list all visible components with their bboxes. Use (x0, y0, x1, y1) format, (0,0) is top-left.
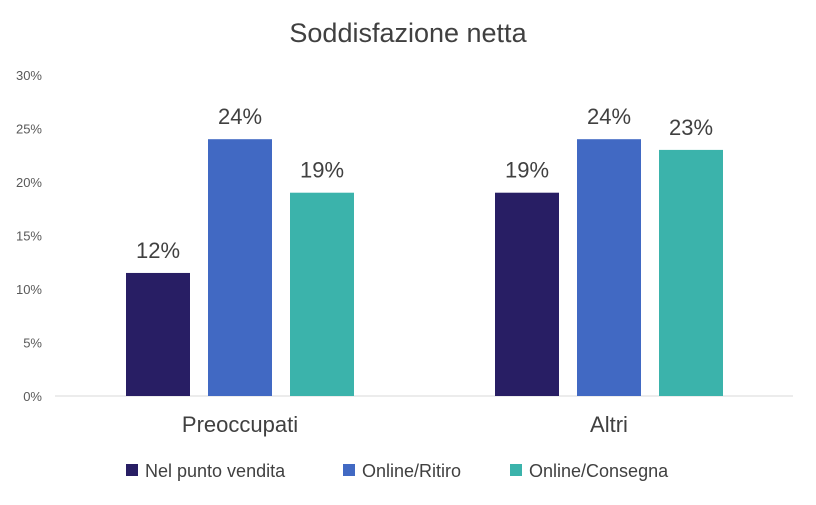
y-axis: 0% 5% 10% 15% 20% 25% 30% (16, 68, 42, 404)
data-label: 23% (669, 115, 713, 140)
legend-swatch (126, 464, 138, 476)
legend-label: Nel punto vendita (145, 461, 286, 481)
data-label: 19% (300, 158, 344, 183)
legend-swatch (510, 464, 522, 476)
x-category-label: Preoccupati (182, 412, 298, 437)
category-labels: Preoccupati Altri (182, 412, 628, 437)
legend-label: Online/Ritiro (362, 461, 461, 481)
y-tick-label: 5% (23, 336, 42, 351)
bar (577, 139, 641, 396)
chart-title: Soddisfazione netta (289, 18, 527, 48)
legend-swatch (343, 464, 355, 476)
y-tick-label: 25% (16, 122, 42, 137)
bar (495, 192, 559, 396)
bars-group: 12% 24% 19% 19% 24% 23% (126, 104, 723, 396)
data-label: 12% (136, 238, 180, 263)
bar (290, 192, 354, 396)
y-tick-label: 10% (16, 282, 42, 297)
bar (126, 272, 190, 396)
data-label: 24% (218, 104, 262, 129)
y-tick-label: 20% (16, 175, 42, 190)
data-label: 19% (505, 158, 549, 183)
data-label: 24% (587, 104, 631, 129)
x-category-label: Altri (590, 412, 628, 437)
legend-label: Online/Consegna (529, 461, 669, 481)
y-tick-label: 0% (23, 389, 42, 404)
bar (208, 139, 272, 396)
y-tick-label: 15% (16, 229, 42, 244)
legend: Nel punto vendita Online/Ritiro Online/Con… (126, 461, 669, 481)
bar (659, 149, 723, 396)
y-tick-label: 30% (16, 68, 42, 83)
